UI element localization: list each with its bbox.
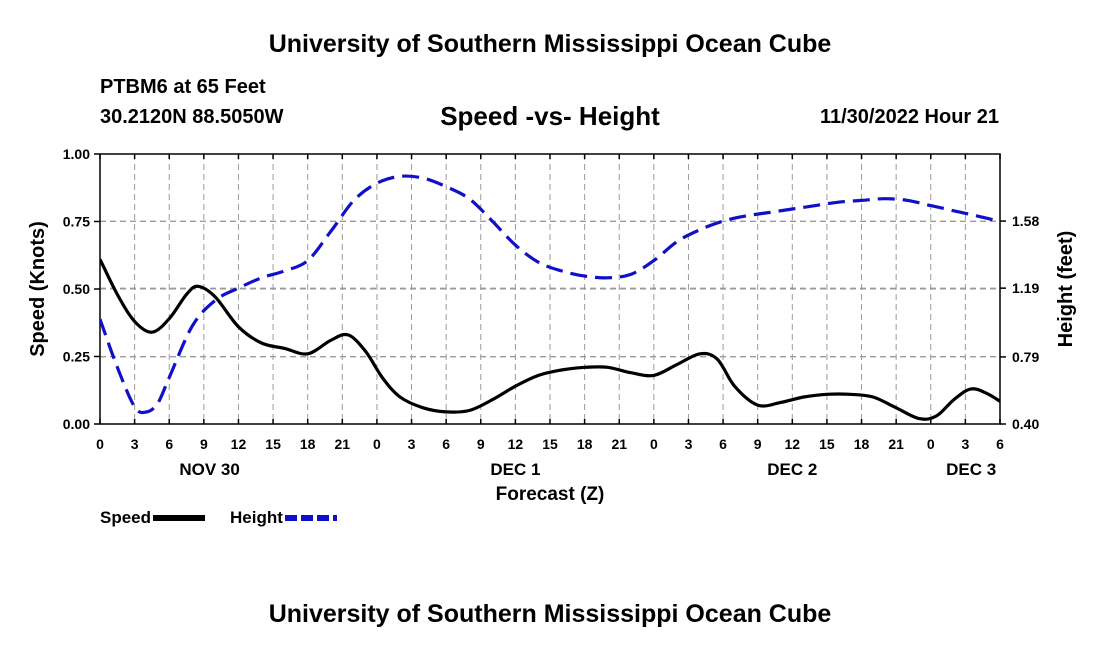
x-tick-label: 0 [96,436,104,452]
x-tick-label: 21 [611,436,627,452]
x-tick-label: 12 [508,436,524,452]
x-tick-label: 3 [961,436,969,452]
x-tick-label: 12 [231,436,247,452]
x-tick-label: 6 [165,436,173,452]
x-tick-label: 18 [577,436,593,452]
series-line-height [100,174,1000,415]
x-tick-label: 6 [719,436,727,452]
x-tick-label: 6 [996,436,1004,452]
chart-title: Speed -vs- Height [440,101,660,131]
y2-tick-label: 1.19 [1012,280,1039,296]
y-tick-label: 1.00 [63,146,90,162]
x-tick-label: 18 [300,436,316,452]
legend-speed: Speed [100,508,206,528]
x-tick-label: 6 [442,436,450,452]
legend-height-label: Height [230,508,283,527]
x-tick-label: 21 [335,436,351,452]
footer-title: University of Southern Mississippi Ocean… [268,600,832,628]
x-tick-label: 18 [854,436,870,452]
legend-speed-swatch [153,515,206,521]
x-tick-label: 21 [888,436,904,452]
x-tick-label: 15 [265,436,281,452]
y2-tick-label: 1.58 [1012,213,1039,229]
y-tick-label: 0.25 [63,349,90,365]
x-tick-label: 9 [477,436,485,452]
y-tick-label: 0.50 [63,281,90,297]
x-day-label: DEC 3 [946,460,996,479]
x-day-label: DEC 1 [490,460,540,479]
y2-tick-label: 0.40 [1012,416,1039,432]
x-day-label: NOV 30 [179,460,239,479]
x-day-label: DEC 2 [767,460,817,479]
y-tick-label: 0.75 [63,214,90,230]
x-tick-label: 0 [650,436,658,452]
legend-height: Height [230,508,337,528]
series-layer [100,174,1000,421]
x-tick-label: 15 [542,436,558,452]
forecast-datetime: 11/30/2022 Hour 21 [819,106,999,128]
station-coords: 30.2120N 88.5050W [100,106,284,128]
plot-frame [99,153,1001,425]
x-axis-title: Forecast (Z) [496,484,605,505]
x-tick-label: 9 [754,436,762,452]
x-tick-label: 3 [131,436,139,452]
series-line-speed [100,258,1000,421]
x-tick-label: 3 [408,436,416,452]
x-tick-label: 0 [373,436,381,452]
main-title: University of Southern Mississippi Ocean… [268,30,832,58]
x-tick-label: 0 [927,436,935,452]
x-tick-label: 3 [685,436,693,452]
x-tick-label: 9 [200,436,208,452]
y2-tick-label: 0.79 [1012,349,1039,365]
x-tick-label: 15 [819,436,835,452]
tick-labels: 0 3 6 9 12 15 18 21 0 3 6 9 12 15 18 21 0 3 6 9 12 15 18 21 0 3 6N… [63,146,1040,479]
y-axis-title: Speed (Knots) [27,221,49,357]
station-name: PTBM6 at 65 Feet [100,76,266,98]
x-tick-label: 12 [785,436,801,452]
y-tick-label: 0.00 [63,416,90,432]
y2-axis-title: Height (feet) [1055,231,1077,348]
legend-height-swatch [284,515,337,521]
legend-speed-label: Speed [100,508,152,527]
